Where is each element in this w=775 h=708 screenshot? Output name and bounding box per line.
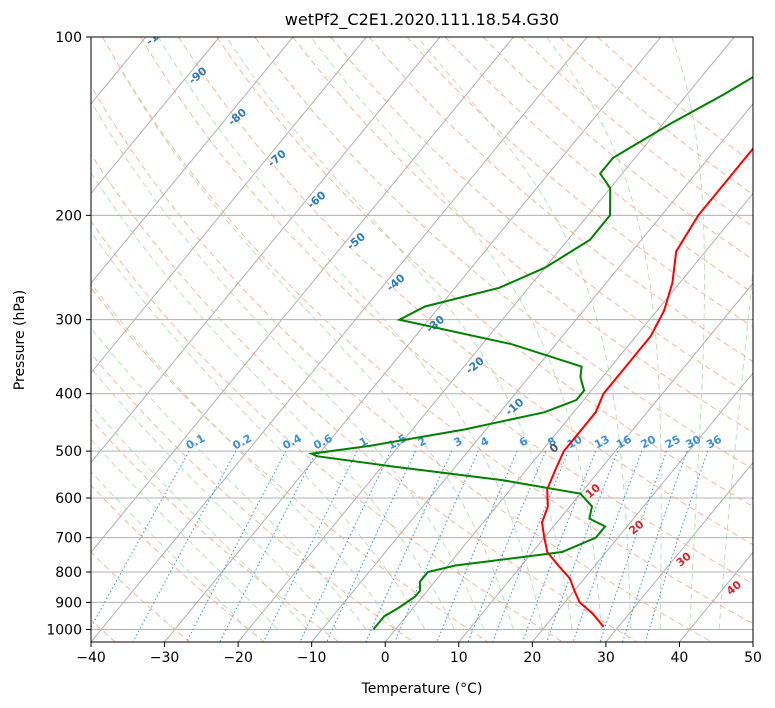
dry-adiabat-line — [91, 484, 265, 642]
y-tick-label: 300 — [55, 313, 82, 329]
dry-adiabat-line — [292, 37, 753, 434]
isotherm-line — [91, 37, 294, 284]
temperature-line — [540, 147, 753, 628]
y-tick-label: 500 — [55, 444, 82, 460]
dry-adiabat-line — [91, 84, 713, 642]
dry-adiabat-label: -100 — [144, 20, 174, 48]
x-axis-label: Temperature (°C) — [361, 681, 483, 697]
mixing-ratio-line — [91, 450, 190, 629]
mixing-ratio-line — [219, 450, 318, 642]
mixing-ratio-line — [326, 450, 417, 642]
isotherm-line — [91, 37, 514, 554]
x-tick-label: −40 — [76, 650, 106, 666]
dry-adiabat-line — [91, 286, 489, 642]
moist-adiabat-line — [91, 231, 426, 630]
mixing-ratio-label: 16 — [614, 433, 634, 452]
moist-adiabat-line — [545, 37, 662, 630]
moist-adiabat-line — [671, 37, 705, 630]
y-tick-label: 100 — [55, 30, 82, 46]
mixing-ratio-label: 36 — [704, 433, 724, 452]
moist-adiabat-line — [718, 265, 753, 630]
x-tick-label: 50 — [744, 650, 762, 666]
mixing-ratio-line — [132, 450, 237, 642]
x-tick-label: −20 — [223, 650, 253, 666]
isotherm-line — [605, 461, 753, 642]
x-tick-label: 0 — [381, 650, 390, 666]
y-tick-label: 800 — [55, 565, 82, 581]
mixing-ratio-line — [263, 450, 358, 642]
isotherm-line — [384, 192, 753, 642]
dry-adiabat-line — [216, 37, 753, 508]
mixing-ratio-line — [492, 450, 569, 642]
dry-adiabat-line — [178, 37, 753, 546]
dry-adiabat-line — [330, 37, 753, 398]
isotherm-line — [91, 37, 367, 374]
mixing-ratio-line — [186, 450, 287, 642]
dry-adiabat-line — [444, 37, 753, 294]
mixing-ratio-line — [299, 450, 392, 642]
isotherm-line — [458, 282, 753, 642]
mixing-ratio-line — [622, 450, 688, 642]
mixing-ratio-label: 10 — [565, 433, 585, 452]
dewpoint-line — [308, 75, 753, 631]
isotherm-line — [91, 37, 220, 195]
plot-frame — [90, 36, 754, 643]
mixing-ratio-line — [522, 450, 597, 642]
isotherm-line — [91, 37, 588, 642]
isotherm-line — [531, 372, 753, 642]
y-tick-label: 700 — [55, 531, 82, 547]
mixing-ratio-line — [546, 450, 619, 642]
isotherm-line — [164, 37, 662, 642]
x-tick-label: 20 — [523, 650, 541, 666]
mixing-ratio-label: 20 — [638, 433, 658, 452]
y-axis-label: Pressure (hPa) — [12, 290, 28, 390]
moist-adiabat-line — [225, 37, 573, 630]
dry-adiabat-line — [91, 352, 414, 642]
moist-adiabat-line — [122, 72, 514, 630]
dry-adiabat-line — [368, 37, 753, 363]
chart-title: wetPf2_C2E1.2020.111.18.54.G30 — [285, 10, 559, 30]
dry-adiabat-line — [406, 37, 753, 328]
series-layer — [308, 75, 753, 631]
axes: −40 −30 −20 −10 0 10 20 30 40 50 100 200 300 400 500 60… — [46, 30, 762, 666]
x-tick-label: −10 — [297, 650, 327, 666]
dry-adiabat-line — [91, 551, 191, 642]
y-tick-label: 200 — [55, 208, 82, 224]
moist-adiabat-line — [417, 37, 632, 630]
mixing-ratio-label: 13 — [592, 433, 612, 452]
moist-adiabat-line — [91, 171, 455, 630]
x-tick-label: −30 — [150, 650, 180, 666]
y-tick-label: 600 — [55, 491, 82, 507]
mixing-ratio-label: 30 — [684, 433, 704, 452]
mixing-ratio-label: 25 — [663, 433, 683, 452]
moist-adiabat-line — [158, 37, 544, 630]
mixing-ratio-line — [599, 450, 667, 642]
x-tick-label: 40 — [671, 650, 689, 666]
mixing-ratio-line — [467, 450, 547, 642]
x-tick-label: 10 — [450, 650, 468, 666]
moist-adiabat-line — [91, 438, 279, 630]
x-tick-label: 30 — [597, 650, 615, 666]
moist-adiabat-line — [92, 104, 485, 630]
y-tick-label: 900 — [55, 595, 82, 611]
y-tick-label: 400 — [55, 387, 82, 403]
dry-adiabat-line — [140, 37, 753, 585]
mixing-ratio-line — [572, 450, 643, 642]
mixing-ratio-line — [644, 450, 709, 642]
y-tick-label: 1000 — [46, 622, 82, 638]
moist-adiabat-line — [310, 37, 602, 630]
isotherm-line — [91, 37, 441, 464]
